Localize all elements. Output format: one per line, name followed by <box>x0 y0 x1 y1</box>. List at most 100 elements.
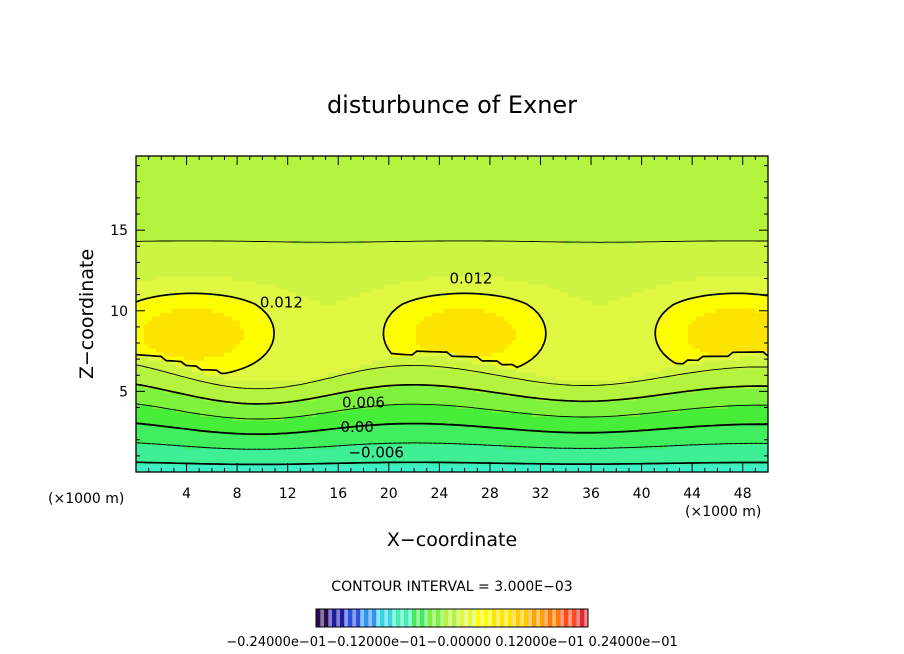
contour-fill-cell <box>160 164 165 169</box>
contour-fill-cell <box>316 336 321 341</box>
contour-fill-cell <box>340 184 345 189</box>
contour-fill-cell <box>252 200 257 205</box>
contour-fill-cell <box>312 344 317 349</box>
contour-fill-cell <box>312 228 317 233</box>
contour-fill-cell <box>148 316 153 321</box>
contour-fill-cell <box>360 408 365 413</box>
contour-fill-cell <box>168 296 173 301</box>
contour-fill-cell <box>140 268 145 273</box>
contour-fill-cell <box>204 228 209 233</box>
contour-fill-cell <box>352 264 357 269</box>
contour-fill-cell <box>332 204 337 209</box>
contour-fill-cell <box>380 160 385 165</box>
contour-fill-cell <box>196 376 201 381</box>
contour-fill-cell <box>332 332 337 337</box>
contour-fill-cell <box>276 376 281 381</box>
contour-fill-cell <box>356 352 361 357</box>
contour-fill-cell <box>284 180 289 185</box>
contour-fill-cell <box>144 352 149 357</box>
contour-fill-cell <box>168 376 173 381</box>
contour-fill-cell <box>224 212 229 217</box>
contour-fill-cell <box>260 452 265 457</box>
contour-fill-cell <box>232 444 237 449</box>
contour-fill-cell <box>160 188 165 193</box>
contour-fill-cell <box>176 172 181 177</box>
contour-fill-cell <box>324 248 329 253</box>
contour-fill-cell <box>352 268 357 273</box>
contour-fill-cell <box>388 412 393 417</box>
contour-fill-cell <box>176 168 181 173</box>
contour-fill-cell <box>228 264 233 269</box>
contour-fill-cell <box>188 244 193 249</box>
contour-fill-cell <box>324 228 329 233</box>
contour-fill-cell <box>312 236 317 241</box>
contour-fill-cell <box>136 180 141 185</box>
contour-fill-cell <box>264 172 269 177</box>
contour-fill-cell <box>380 196 385 201</box>
contour-fill-cell <box>312 444 317 449</box>
contour-fill-cell <box>332 188 337 193</box>
contour-fill-cell <box>312 164 317 169</box>
contour-fill-cell <box>216 196 221 201</box>
contour-fill-cell <box>240 160 245 165</box>
contour-fill-cell <box>292 200 297 205</box>
contour-fill-cell <box>348 216 353 221</box>
contour-fill-cell <box>340 192 345 197</box>
contour-fill-cell <box>264 204 269 209</box>
contour-fill-cell <box>352 184 357 189</box>
contour-fill-cell <box>152 380 157 385</box>
contour-fill-cell <box>196 252 201 257</box>
contour-fill-cell <box>196 272 201 277</box>
contour-fill-cell <box>152 340 157 345</box>
contour-fill-cell <box>320 372 325 377</box>
contour-fill-cell <box>252 316 257 321</box>
contour-fill-cell <box>376 340 381 345</box>
contour-fill-cell <box>316 168 321 173</box>
contour-fill-cell <box>292 256 297 261</box>
contour-fill-cell <box>160 360 165 365</box>
contour-fill-cell <box>212 468 217 472</box>
contour-fill-cell <box>316 248 321 253</box>
contour-fill-cell <box>380 252 385 257</box>
contour-fill-cell <box>216 164 221 169</box>
contour-fill-cell <box>336 252 341 257</box>
contour-fill-cell <box>288 304 293 309</box>
contour-fill-cell <box>344 264 349 269</box>
contour-fill-cell <box>160 296 165 301</box>
contour-fill-cell <box>148 288 153 293</box>
contour-fill-cell <box>208 168 213 173</box>
contour-fill-cell <box>296 288 301 293</box>
contour-fill-cell <box>136 264 141 269</box>
contour-fill-cell <box>164 192 169 197</box>
contour-fill-cell <box>196 160 201 165</box>
contour-fill-cell <box>176 360 181 365</box>
contour-fill-cell <box>300 200 305 205</box>
contour-fill-cell <box>224 420 229 425</box>
contour-fill-cell <box>176 428 181 433</box>
contour-fill-cell <box>292 296 297 301</box>
contour-fill-cell <box>264 348 269 353</box>
contour-fill-cell <box>268 444 273 449</box>
contour-fill-cell <box>196 328 201 333</box>
contour-fill-cell <box>308 340 313 345</box>
contour-fill-cell <box>300 396 305 401</box>
contour-fill-cell <box>380 240 385 245</box>
contour-fill-cell <box>192 292 197 297</box>
contour-fill-cell <box>236 300 241 305</box>
contour-fill-cell <box>284 408 289 413</box>
contour-fill-cell <box>268 468 273 472</box>
contour-fill-cell <box>380 400 385 405</box>
contour-fill-cell <box>304 352 309 357</box>
contour-fill-cell <box>316 164 321 169</box>
contour-fill-cell <box>160 196 165 201</box>
contour-fill-cell <box>312 272 317 277</box>
contour-fill-cell <box>196 412 201 417</box>
contour-fill-cell <box>260 256 265 261</box>
contour-fill-cell <box>224 168 229 173</box>
contour-fill-cell <box>176 276 181 281</box>
contour-fill-cell <box>176 436 181 441</box>
contour-fill-cell <box>216 340 221 345</box>
contour-fill-cell <box>152 360 157 365</box>
contour-fill-cell <box>252 180 257 185</box>
contour-fill-cell <box>284 424 289 429</box>
